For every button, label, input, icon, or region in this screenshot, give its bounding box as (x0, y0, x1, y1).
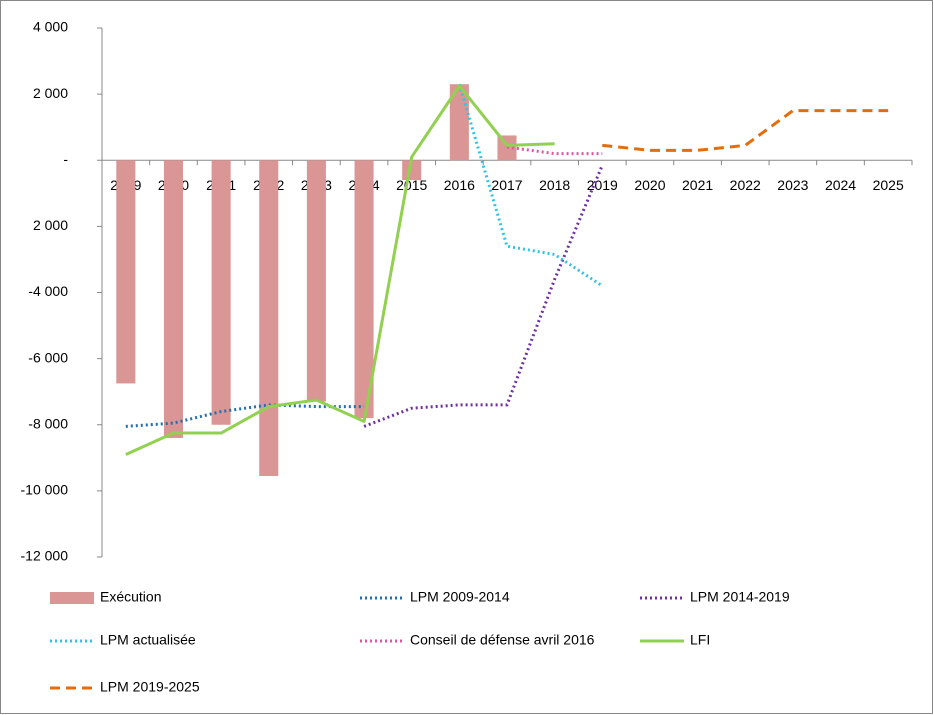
x-tick-label: 2020 (634, 177, 665, 193)
y-tick-label: 4 000 (33, 19, 68, 35)
x-tick-label: 2016 (444, 177, 475, 193)
bar (116, 160, 136, 384)
legend-label: LPM 2019-2025 (100, 679, 200, 695)
x-tick-label: 2018 (539, 177, 570, 193)
line-series (125, 84, 555, 456)
y-tick-label: -12 000 (21, 548, 69, 564)
y-tick-label: -4 000 (28, 283, 68, 299)
line-series (506, 145, 603, 156)
bar (354, 160, 374, 419)
y-tick-label: - (63, 151, 68, 167)
bar (306, 160, 326, 402)
x-tick-label: 2024 (825, 177, 856, 193)
x-tick-label: 2015 (396, 177, 427, 193)
x-tick-label: 2021 (682, 177, 713, 193)
line-series (363, 164, 604, 428)
bar (259, 160, 279, 476)
legend-label: LPM 2009-2014 (410, 589, 510, 605)
y-tick-label: -10 000 (21, 482, 69, 498)
bar (449, 84, 469, 161)
y-tick-label: 2 000 (33, 217, 68, 233)
x-tick-label: 2017 (491, 177, 522, 193)
y-tick-label: -6 000 (28, 349, 68, 365)
legend-label: LPM 2014-2019 (690, 589, 790, 605)
legend-label: LFI (690, 632, 710, 648)
y-tick-label: 2 000 (33, 85, 68, 101)
legend-label: LPM actualisée (100, 632, 196, 648)
x-tick-label: 2023 (777, 177, 808, 193)
legend-label: Conseil de défense avril 2016 (410, 632, 595, 648)
bar (211, 160, 231, 425)
line-series (125, 403, 365, 428)
y-tick-label: -8 000 (28, 415, 68, 431)
bar (163, 160, 183, 438)
line-series (457, 83, 604, 288)
legend-swatch (50, 592, 94, 604)
x-tick-label: 2025 (873, 177, 904, 193)
x-tick-label: 2022 (730, 177, 761, 193)
legend-label: Exécution (100, 589, 161, 605)
